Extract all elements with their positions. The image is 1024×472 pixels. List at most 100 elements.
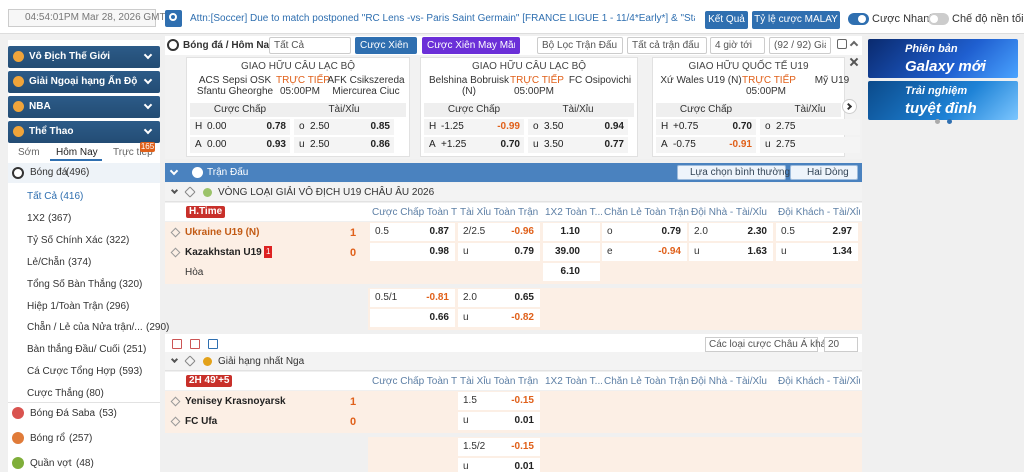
odds-cell[interactable] xyxy=(458,289,540,307)
card-ou-label: Tài/Xỉu xyxy=(328,104,360,115)
odds-cell[interactable] xyxy=(370,223,455,241)
add-icon[interactable] xyxy=(837,39,847,49)
odds-cell[interactable] xyxy=(190,137,290,153)
bet-type-name[interactable]: Chẵn / Lẻ của Nửa trận/... xyxy=(27,322,143,334)
sport-name[interactable]: Bóng Đá Saba xyxy=(30,408,96,419)
toggle-knob xyxy=(858,15,866,23)
card-odds: A xyxy=(195,139,202,150)
sidebar-tab[interactable]: Hôm Nay xyxy=(56,147,98,158)
table-tool-icon[interactable] xyxy=(190,339,200,349)
sport-icon xyxy=(12,432,24,444)
bet-type-name[interactable]: Cá Cược Tổng Hợp xyxy=(27,366,116,378)
carousel-dot[interactable] xyxy=(935,119,940,124)
card-odds: -0.99 xyxy=(497,121,520,132)
parlay-button[interactable] xyxy=(355,37,417,54)
league-row[interactable] xyxy=(165,352,862,371)
odds-cell[interactable] xyxy=(370,309,455,327)
odds-cell[interactable] xyxy=(543,243,600,261)
odds-cell[interactable] xyxy=(760,119,860,135)
odds-cell[interactable] xyxy=(294,137,394,153)
card-odds: -1.25 xyxy=(441,121,464,132)
bet-type-name[interactable]: 1X2 xyxy=(27,212,45,224)
table-tool-icon[interactable] xyxy=(172,339,182,349)
lucky-parlay-button[interactable] xyxy=(422,37,520,54)
odds-cell[interactable] xyxy=(458,412,540,430)
match-filter-select[interactable] xyxy=(537,37,623,54)
carousel-dot[interactable] xyxy=(947,119,952,124)
odds-cell[interactable] xyxy=(776,243,858,261)
bet-type-name[interactable]: Hiệp 1/Toàn Trận xyxy=(27,300,104,312)
odds-cell[interactable] xyxy=(458,458,540,472)
odds-cell[interactable] xyxy=(760,137,860,153)
page-size-select[interactable] xyxy=(824,337,858,352)
bet-type-name[interactable]: Cược Thắng xyxy=(27,388,84,400)
odds-cell[interactable] xyxy=(528,119,628,135)
bet-type-name[interactable]: Tổng Số Bàn Thắng xyxy=(27,278,117,290)
table-tool-icon[interactable] xyxy=(208,339,218,349)
leagues-select[interactable] xyxy=(769,37,831,54)
menu-bar[interactable] xyxy=(8,121,160,143)
league-name: Giải hạng nhất Nga xyxy=(218,356,305,367)
odds-cell[interactable] xyxy=(294,119,394,135)
view-select[interactable] xyxy=(677,165,786,180)
odds-cell[interactable] xyxy=(458,223,540,241)
odds-cell[interactable] xyxy=(689,223,773,241)
hours-select[interactable] xyxy=(710,37,765,54)
more-bets-select[interactable] xyxy=(705,337,818,352)
sport-name[interactable]: Quần vợt xyxy=(30,458,72,469)
card-time: 05:00PM xyxy=(745,86,787,97)
results-button[interactable] xyxy=(705,11,748,29)
next-arrow[interactable] xyxy=(842,99,857,114)
odds-cell[interactable] xyxy=(424,119,524,135)
odds-cell[interactable] xyxy=(370,243,455,261)
league-row[interactable] xyxy=(165,183,862,202)
odds-value: -0.81 xyxy=(426,292,449,303)
promo-banner[interactable] xyxy=(868,81,1018,120)
odds-cell[interactable] xyxy=(543,223,600,241)
odds-value: 0.65 xyxy=(514,292,534,303)
odds-cell[interactable] xyxy=(528,137,628,153)
odds-type-button[interactable] xyxy=(752,11,840,29)
odds-value: 6.10 xyxy=(560,266,580,277)
card-odds: 0.00 xyxy=(207,121,227,132)
menu-icon xyxy=(13,101,24,112)
odds-cell[interactable] xyxy=(656,137,756,153)
sport-row[interactable] xyxy=(8,163,160,183)
card-status: TRỰC TIẾP xyxy=(276,75,330,86)
sport-icon xyxy=(12,407,24,419)
leagues-select-label: (92 / 92) Giải xyxy=(774,40,826,51)
bet-type-name[interactable]: Tỷ Số Chính Xác xyxy=(27,234,103,246)
menu-bar[interactable] xyxy=(8,96,160,118)
sport-name[interactable]: Bóng rổ xyxy=(30,433,66,444)
odds-cell[interactable] xyxy=(370,289,455,307)
banner-text: Phiên bản xyxy=(905,43,958,55)
odds-block xyxy=(368,437,862,472)
odds-cell[interactable] xyxy=(543,263,600,281)
odds-value: -0.15 xyxy=(511,395,534,406)
odds-cell[interactable] xyxy=(689,243,773,261)
card-ou-label: Tài/Xỉu xyxy=(562,104,594,115)
bet-type-name[interactable]: Tất Cả xyxy=(27,191,58,202)
promo-banner[interactable] xyxy=(868,39,1018,78)
bet-type-name[interactable]: Bàn thắng Đầu/ Cuối xyxy=(27,344,120,356)
odds-cell[interactable] xyxy=(458,243,540,261)
odds-cell[interactable] xyxy=(602,223,687,241)
odds-cell[interactable] xyxy=(656,119,756,135)
sidebar-tab[interactable]: Trực tiếp xyxy=(113,147,153,158)
sidebar-tab[interactable]: Sớm xyxy=(18,147,40,158)
odds-cell[interactable] xyxy=(458,309,540,327)
menu-bar[interactable] xyxy=(8,71,160,93)
lines-select[interactable] xyxy=(790,165,858,180)
card-odds: 2.75 xyxy=(776,139,796,150)
matches-select[interactable] xyxy=(627,37,707,54)
odds-cell[interactable] xyxy=(458,392,540,410)
card-odds: -0.75 xyxy=(673,139,696,150)
odds-cell[interactable] xyxy=(776,223,858,241)
menu-bar[interactable] xyxy=(8,46,160,68)
odds-cell[interactable] xyxy=(424,137,524,153)
odds-cell[interactable] xyxy=(190,119,290,135)
sport-select[interactable] xyxy=(269,37,351,54)
odds-cell[interactable] xyxy=(602,243,687,261)
bet-type-name[interactable]: Lẻ/Chẵn xyxy=(27,256,65,268)
odds-cell[interactable] xyxy=(458,438,540,456)
